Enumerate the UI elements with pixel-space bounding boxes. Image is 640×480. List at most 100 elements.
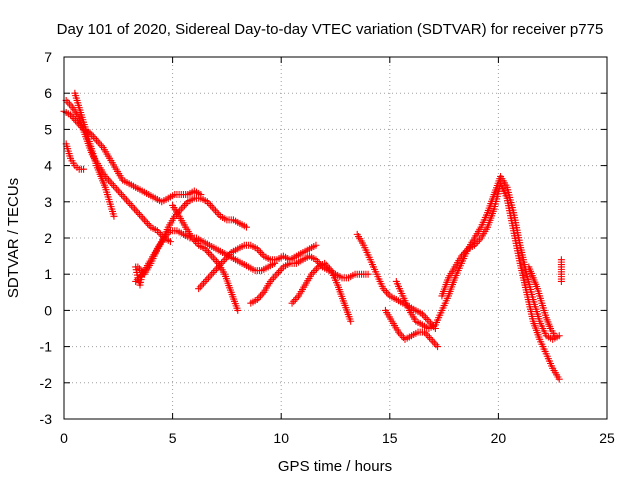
- data-point-fill: [135, 276, 143, 287]
- data-point: [555, 375, 563, 383]
- data-point-fill: [192, 194, 203, 202]
- data-point: [201, 277, 209, 285]
- data-point-fill: [122, 196, 134, 208]
- data-point-fill: [176, 214, 188, 229]
- data-point-fill: [414, 308, 424, 317]
- data-point-fill: [274, 265, 286, 276]
- plot-frame: [63, 56, 608, 420]
- x-tick-labels: 0 5 10 15 20 25: [60, 430, 615, 446]
- data-point: [242, 223, 250, 231]
- data-point: [93, 136, 101, 144]
- data-point-fill: [68, 157, 77, 167]
- x-tick-label: 0: [60, 430, 68, 446]
- data-point-fill: [550, 366, 562, 381]
- data-point-fill: [393, 280, 406, 298]
- data-point-fill: [355, 233, 366, 247]
- data-point-fill: [238, 221, 248, 230]
- y-tick-labels: -3 -2 -1 0 1 2 3 4 5 6 7: [40, 49, 53, 427]
- data-point-fill: [421, 322, 431, 331]
- data-point-fill: [160, 195, 170, 205]
- y-tick-label: 4: [44, 158, 52, 174]
- data-point-fill: [544, 333, 555, 342]
- data-point-fill: [142, 218, 153, 229]
- data-point-fill: [203, 272, 214, 284]
- data-point-fill: [557, 265, 565, 276]
- data-point: [234, 306, 242, 314]
- data-point-fill: [334, 271, 344, 281]
- data-point-fill: [401, 300, 411, 310]
- data-point: [208, 252, 216, 260]
- x-tick-label: 20: [491, 430, 507, 446]
- series-track-h: [169, 201, 242, 314]
- data-point-fill: [314, 258, 325, 269]
- data-point-fill: [478, 211, 490, 229]
- data-point-fill: [169, 227, 179, 235]
- series-track-a: [60, 107, 205, 206]
- data-point: [425, 317, 433, 325]
- data-point-fill: [192, 188, 203, 197]
- y-tick-label: 0: [44, 302, 52, 318]
- data-point-fill: [173, 191, 183, 199]
- data-point-fill: [446, 265, 458, 280]
- data-point-fill: [253, 267, 263, 275]
- data-point-fill: [94, 138, 105, 150]
- y-tick-label: -2: [40, 375, 53, 391]
- data-point-fill: [106, 200, 117, 218]
- data-point-fill: [85, 135, 96, 153]
- data-point-fill: [268, 272, 279, 284]
- data-point-fill: [162, 229, 173, 240]
- x-tick-label: 25: [599, 430, 615, 446]
- y-tick-label: 2: [44, 230, 52, 246]
- data-point-fill: [62, 109, 72, 118]
- data-point-fill: [543, 316, 554, 330]
- data-point-fill: [116, 189, 127, 200]
- data-point-fill: [201, 239, 211, 248]
- data-point-fill: [429, 337, 440, 349]
- data-point-fill: [109, 182, 121, 193]
- data-point-fill: [530, 320, 543, 341]
- data-point-fill: [282, 253, 292, 263]
- data-point-fill: [137, 273, 146, 286]
- data-point-fill: [88, 131, 99, 142]
- data-point-fill: [80, 121, 91, 138]
- data-point: [114, 187, 122, 195]
- data-point-fill: [295, 250, 305, 259]
- y-tick-label: 5: [44, 121, 52, 137]
- data-point-fill: [288, 253, 298, 263]
- data-point-fill: [219, 213, 229, 223]
- data-point-fill: [526, 265, 536, 280]
- data-point-fill: [340, 274, 350, 282]
- data-point-fill: [410, 329, 420, 339]
- data-point-fill: [282, 261, 292, 270]
- data-point-fill: [148, 247, 160, 265]
- data-point-fill: [149, 224, 159, 234]
- data-point: [312, 241, 320, 249]
- data-point-fill: [400, 294, 412, 312]
- data-point: [166, 238, 174, 246]
- data-point-fill: [530, 276, 541, 291]
- data-point-fill: [414, 318, 424, 328]
- data-point-fill: [557, 258, 565, 269]
- data-point-fill: [308, 253, 318, 263]
- data-point-fill: [64, 98, 75, 110]
- y-tick-label: 3: [44, 194, 52, 210]
- data-point-fill: [517, 262, 530, 294]
- data-point-fill: [484, 193, 497, 214]
- data-point-fill: [523, 291, 537, 323]
- data-point-fill: [186, 195, 196, 205]
- data-point-fill: [452, 254, 464, 269]
- data-point: [134, 209, 142, 217]
- data-point-fill: [190, 236, 201, 247]
- data-point-fill: [68, 113, 79, 124]
- data-point-fill: [353, 270, 363, 278]
- data-point-fill: [383, 309, 395, 323]
- data-point-fill: [211, 207, 223, 218]
- y-tick-label: -3: [40, 411, 53, 427]
- data-point: [427, 335, 435, 343]
- data-point-fill: [396, 330, 407, 342]
- data-point-fill: [534, 287, 545, 305]
- data-point: [557, 277, 565, 285]
- data-point-fill: [309, 265, 320, 276]
- data-point-fill: [459, 247, 470, 258]
